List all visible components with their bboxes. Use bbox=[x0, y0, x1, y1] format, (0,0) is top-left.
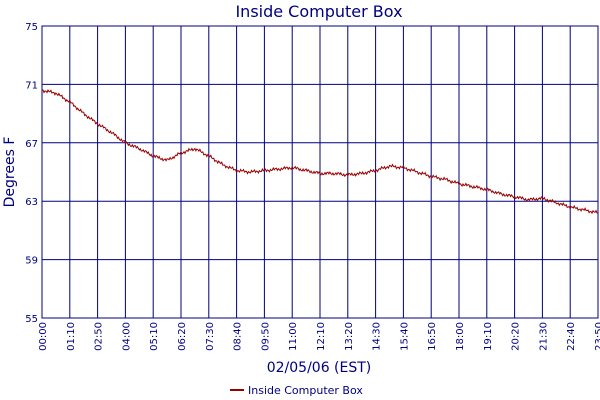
x-tick-label: 07:30 bbox=[205, 322, 216, 351]
legend-label: Inside Computer Box bbox=[248, 384, 363, 397]
series-line bbox=[41, 89, 599, 215]
x-tick-labels: 00:00 01:10 02:50 04:00 05:10 06:20 07:30 08:40… bbox=[38, 322, 600, 351]
y-tick-label: 67 bbox=[25, 139, 38, 150]
y-tick-label: 71 bbox=[25, 80, 38, 91]
legend: Inside Computer Box bbox=[230, 384, 363, 397]
x-tick-label: 05:10 bbox=[149, 322, 160, 351]
x-tick-label: 08:40 bbox=[233, 322, 244, 351]
x-tick-label: 14:30 bbox=[372, 322, 383, 351]
x-tick-label: 06:20 bbox=[177, 322, 188, 351]
y-tick-labels: 75 71 67 63 59 55 bbox=[25, 22, 38, 325]
y-axis-label: Degrees F bbox=[2, 137, 18, 208]
x-tick-label: 19:10 bbox=[483, 322, 494, 351]
x-tick-label: 11:00 bbox=[288, 322, 299, 351]
x-tick-label: 04:00 bbox=[121, 322, 132, 351]
x-tick-label: 00:00 bbox=[38, 322, 49, 351]
x-tick-label: 13:20 bbox=[344, 322, 355, 351]
y-tick-label: 59 bbox=[25, 256, 38, 267]
x-tick-label: 23:50 bbox=[594, 322, 600, 351]
x-tick-label: 12:10 bbox=[316, 322, 327, 351]
series-lines bbox=[41, 89, 599, 215]
x-tick-label: 09:50 bbox=[260, 322, 271, 351]
x-tick-label: 21:30 bbox=[538, 322, 549, 351]
x-tick-label: 01:10 bbox=[66, 322, 77, 351]
y-tick-label: 75 bbox=[25, 22, 38, 33]
x-tick-label: 15:40 bbox=[399, 322, 410, 351]
x-tick-label: 16:50 bbox=[427, 322, 438, 351]
grid-lines bbox=[41, 25, 599, 319]
x-tick-label: 02:50 bbox=[94, 322, 105, 351]
y-tick-label: 55 bbox=[25, 314, 38, 325]
y-tick-label: 63 bbox=[25, 197, 38, 208]
chart-title: Inside Computer Box bbox=[235, 2, 402, 21]
x-tick-label: 20:20 bbox=[511, 322, 522, 351]
x-axis-label: 02/05/06 (EST) bbox=[267, 360, 372, 376]
x-tick-label: 18:00 bbox=[455, 322, 466, 351]
x-tick-label: 22:40 bbox=[566, 322, 577, 351]
